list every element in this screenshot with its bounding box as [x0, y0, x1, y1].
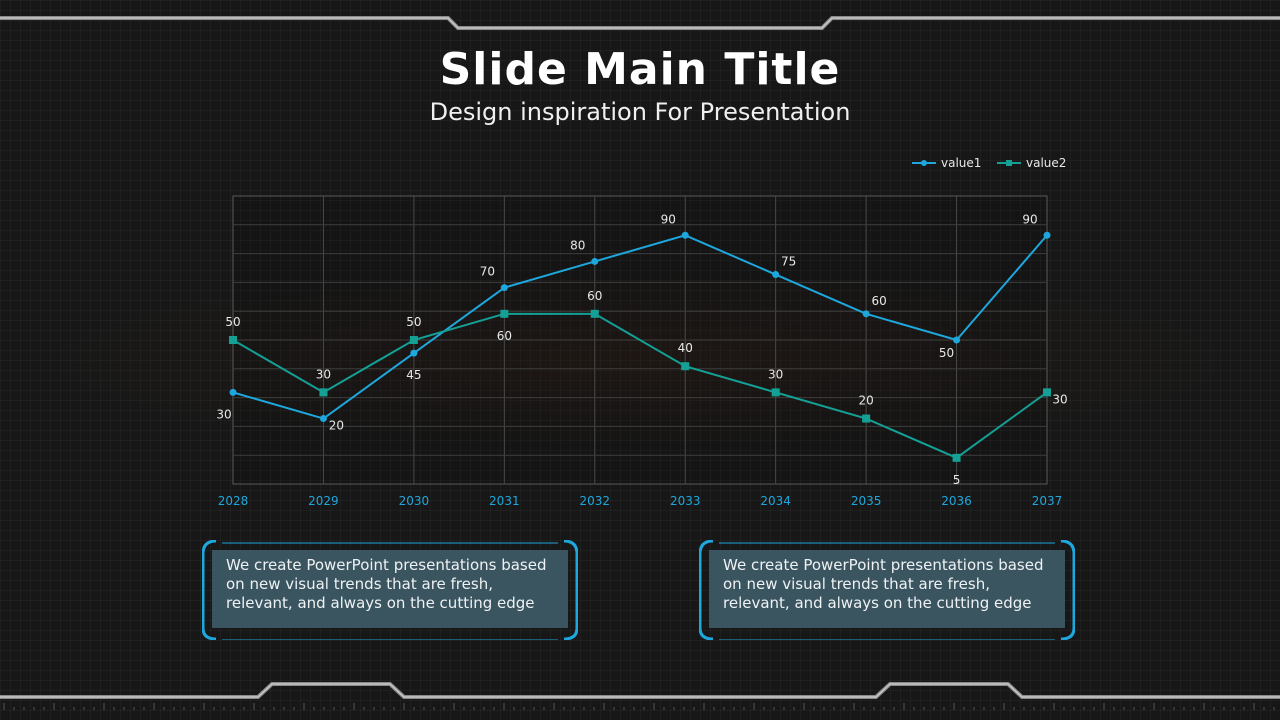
series-line-value2 [232, 312, 1048, 459]
x-tick-label: 2035 [851, 494, 882, 508]
data-label-value1: 90 [661, 212, 676, 226]
data-point-value1 [229, 388, 237, 396]
info-card-left: We create PowerPoint presentations based… [202, 540, 578, 640]
x-tick-label: 2033 [670, 494, 701, 508]
data-label-value1: 75 [781, 255, 796, 269]
info-card-right: We create PowerPoint presentations based… [699, 540, 1075, 640]
data-point-value1 [953, 336, 961, 344]
data-point-value2 [229, 336, 237, 344]
legend-marker-value1 [921, 160, 927, 166]
data-label-value1: 30 [216, 407, 231, 421]
data-label-value1: 70 [480, 265, 495, 279]
data-point-value1 [410, 349, 418, 357]
data-point-value2 [771, 388, 780, 397]
data-label-value2: 60 [497, 329, 512, 343]
data-label-value2: 30 [1052, 392, 1067, 406]
x-tick-label: 2031 [489, 494, 520, 508]
data-point-value2 [952, 453, 961, 462]
x-tick-label: 2028 [218, 494, 249, 508]
card-bracket-frame [202, 540, 578, 640]
data-point-value1 [591, 257, 599, 265]
legend-label-value2: value2 [1026, 156, 1066, 170]
x-tick-label: 2032 [580, 494, 611, 508]
data-point-value2 [590, 309, 599, 318]
data-label-value1: 20 [329, 419, 344, 433]
data-label-value2: 20 [858, 394, 873, 408]
x-tick-label: 2036 [941, 494, 972, 508]
data-point-value2 [500, 309, 509, 318]
info-card-text: We create PowerPoint presentations based… [212, 550, 568, 628]
page-title: Slide Main Title [439, 44, 841, 95]
data-point-value2 [409, 336, 418, 344]
x-tick-label: 2034 [760, 494, 791, 508]
data-label-value2: 30 [316, 367, 331, 381]
data-label-value2: 30 [768, 367, 783, 381]
data-point-value1 [319, 415, 327, 423]
data-point-value1 [1043, 231, 1051, 239]
data-label-value1: 80 [570, 238, 585, 252]
data-point-value1 [500, 284, 508, 292]
x-tick-label: 2029 [308, 494, 339, 508]
data-label-value1: 60 [871, 294, 886, 308]
series-line-value1 [232, 234, 1048, 420]
data-point-value1 [862, 310, 870, 318]
data-point-value1 [681, 231, 689, 239]
data-label-value1: 90 [1022, 212, 1037, 226]
data-point-value1 [772, 271, 780, 279]
data-label-value2: 50 [406, 315, 421, 329]
legend-marker-value2 [1006, 160, 1012, 166]
data-label-value1: 45 [406, 368, 421, 382]
data-label-value2: 5 [953, 473, 961, 487]
legend-label-value1: value1 [941, 156, 981, 170]
data-point-value2 [862, 414, 871, 423]
data-point-value2 [681, 362, 690, 371]
data-point-value2 [319, 388, 328, 397]
data-label-value2: 50 [225, 315, 240, 329]
data-label-value2: 60 [587, 289, 602, 303]
card-bracket-frame [699, 540, 1075, 640]
x-tick-label: 2030 [399, 494, 430, 508]
data-point-value2 [1043, 388, 1051, 397]
data-label-value1: 50 [939, 346, 954, 360]
info-card-text: We create PowerPoint presentations based… [709, 550, 1065, 628]
page-subtitle: Design inspiration For Presentation [429, 98, 851, 126]
x-tick-label: 2037 [1032, 494, 1063, 508]
data-label-value2: 40 [678, 341, 693, 355]
